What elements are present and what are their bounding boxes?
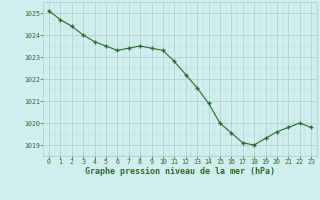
X-axis label: Graphe pression niveau de la mer (hPa): Graphe pression niveau de la mer (hPa) <box>85 167 275 176</box>
